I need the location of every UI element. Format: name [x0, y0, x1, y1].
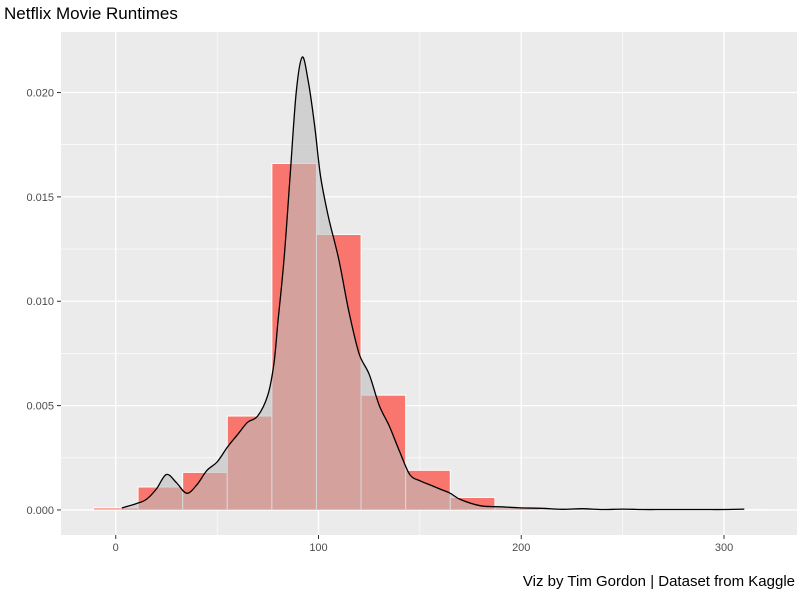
- y-tick-label: 0.005: [26, 401, 54, 413]
- density-area: [121, 56, 745, 510]
- density-line: [121, 56, 745, 511]
- x-tick-label: 300: [715, 542, 733, 554]
- y-tick-label: 0.010: [26, 296, 54, 308]
- y-tick-label: 0.015: [26, 192, 54, 204]
- x-tick-label: 200: [512, 542, 530, 554]
- x-tick-label: 0: [113, 542, 119, 554]
- y-axis: 0.000 0.005 0.010 0.015 0.020: [26, 88, 61, 517]
- x-axis: 0 100 200 300: [113, 535, 733, 554]
- y-tick-label: 0.000: [26, 505, 54, 517]
- plot-panel: [61, 32, 797, 535]
- y-tick-label: 0.020: [26, 88, 54, 100]
- chart-caption: Viz by Tim Gordon | Dataset from Kaggle: [522, 573, 795, 590]
- x-tick-label: 100: [309, 542, 327, 554]
- chart-title: Netflix Movie Runtimes: [4, 4, 178, 23]
- minor-gridlines: [61, 32, 797, 535]
